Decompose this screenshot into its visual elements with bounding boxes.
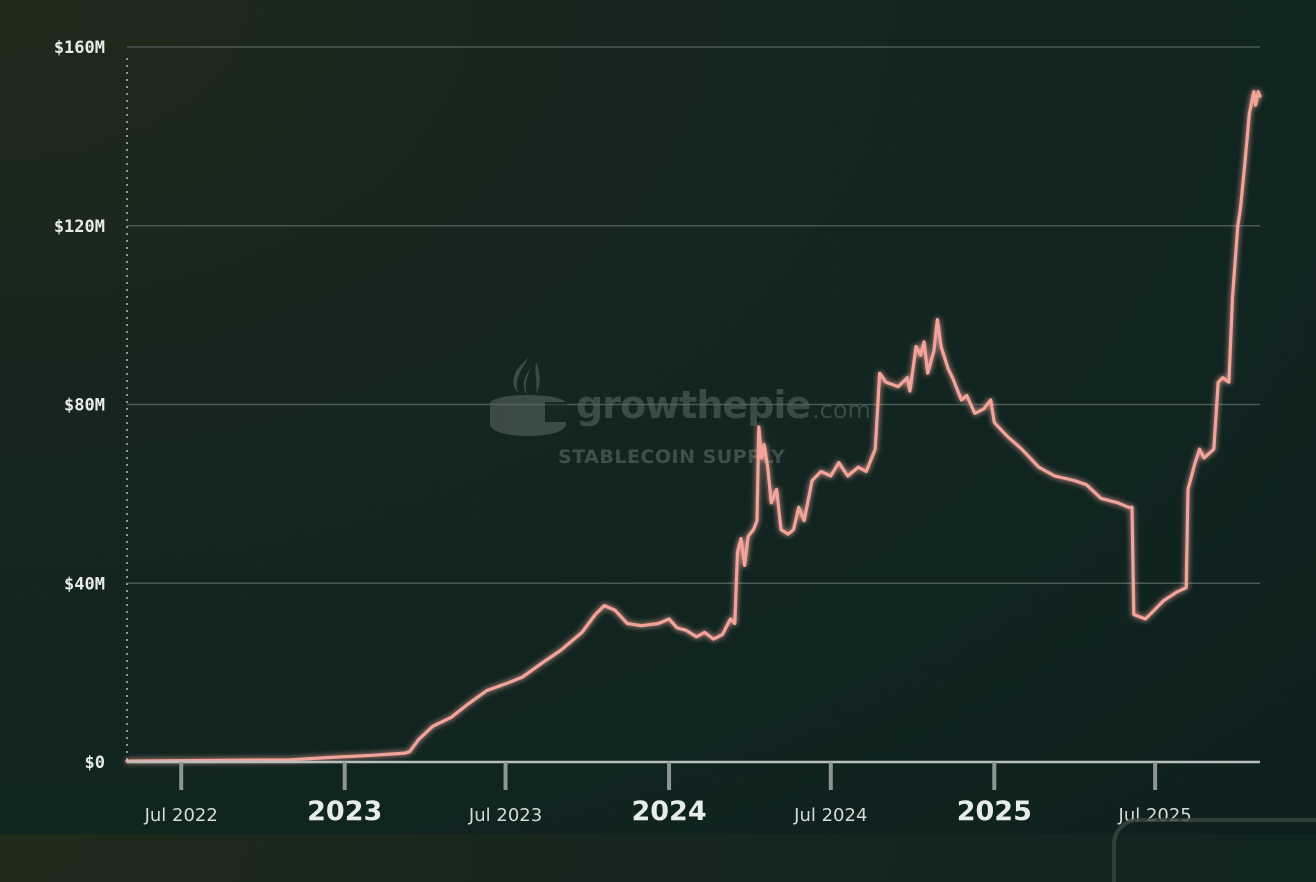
- y-tick-label: $80M: [64, 396, 105, 416]
- series-layer: [125, 90, 1262, 763]
- x-tick-label: Jul 2022: [144, 805, 218, 826]
- x-axis: Jul 2022 2023 Jul 2023 2024 Jul 2024 2025 Jul …: [127, 760, 1260, 827]
- watermark-subtitle: STABLECOIN SUPPLY: [558, 446, 786, 468]
- y-tick-label: $40M: [64, 574, 105, 594]
- pie-logo-icon: [490, 358, 567, 436]
- x-tick-label: 2024: [631, 796, 706, 827]
- x-tick-label: Jul 2024: [793, 805, 867, 826]
- y-tick-label: $160M: [54, 38, 105, 58]
- watermark: growthepie .com STABLECOIN SUPPLY: [490, 358, 871, 468]
- y-tick-label: $120M: [54, 217, 105, 237]
- y-axis: $0 $40M $80M $120M $160M: [54, 38, 128, 773]
- corner-panel-edge: [1112, 818, 1316, 882]
- series-line-0: [125, 90, 1262, 763]
- gridlines: [127, 46, 1260, 584]
- x-tick-label: Jul 2023: [468, 805, 542, 826]
- watermark-brand: growthepie: [576, 383, 810, 427]
- stablecoin-supply-chart: $0 $40M $80M $120M $160M growthepie .com STA…: [54, 38, 1262, 827]
- x-tick-label: 2023: [307, 796, 382, 827]
- y-tick-label: $0: [85, 753, 105, 773]
- x-tick-label: 2025: [957, 796, 1032, 827]
- watermark-domain: .com: [812, 396, 871, 424]
